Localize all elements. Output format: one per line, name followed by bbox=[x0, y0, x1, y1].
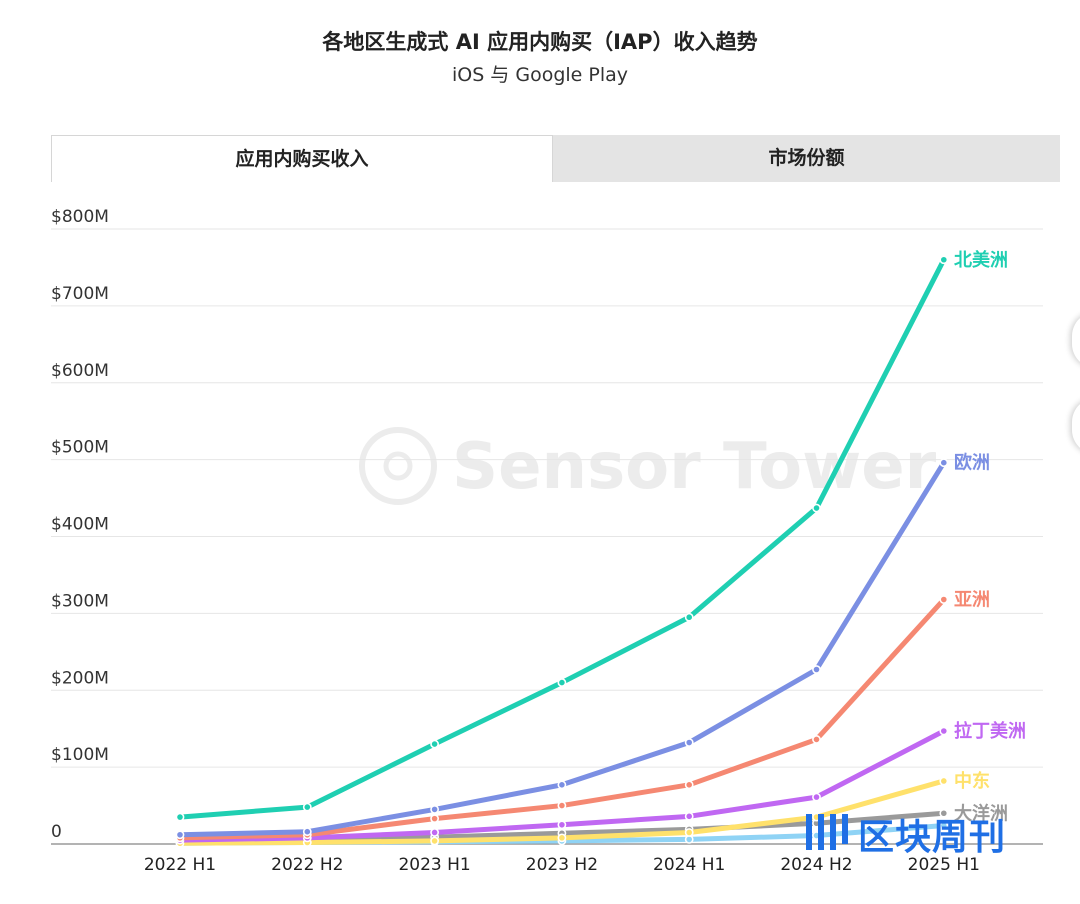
y-tick-label: 0 bbox=[51, 822, 62, 842]
x-tick-label: 2023 H1 bbox=[398, 855, 470, 875]
data-point[interactable] bbox=[430, 836, 439, 846]
data-point[interactable] bbox=[557, 820, 567, 830]
y-tick-label: $800M bbox=[51, 207, 109, 227]
data-point[interactable] bbox=[684, 780, 694, 790]
chart-title: 各地区生成式 AI 应用内购买（IAP）收入趋势 bbox=[322, 30, 758, 54]
data-point[interactable] bbox=[557, 678, 567, 687]
data-point[interactable] bbox=[175, 812, 185, 822]
data-point[interactable] bbox=[175, 830, 185, 840]
x-axis-labels: 2022 H1 2022 H2 2023 H1 2023 H2 2024 H1 2024 … bbox=[144, 855, 980, 875]
series bbox=[175, 255, 949, 848]
y-tick-label: $300M bbox=[51, 591, 109, 611]
brand-logo-text: 区块周刊 bbox=[858, 817, 1007, 858]
y-tick-label: $400M bbox=[51, 515, 109, 535]
x-tick-label: 2022 H1 bbox=[144, 855, 216, 875]
data-point[interactable] bbox=[684, 828, 694, 837]
data-point[interactable] bbox=[812, 792, 821, 802]
tab-iap-revenue[interactable]: 应用内购买收入 bbox=[51, 135, 553, 182]
series-line[interactable] bbox=[177, 257, 947, 820]
y-tick-label: $700M bbox=[51, 284, 109, 304]
data-point[interactable] bbox=[939, 595, 949, 604]
x-tick-label: 2022 H2 bbox=[271, 855, 343, 875]
data-point[interactable] bbox=[812, 665, 821, 674]
chart-subtitle: iOS 与 Google Play bbox=[451, 64, 629, 86]
tab-market-share[interactable]: 市场份额 bbox=[553, 135, 1060, 182]
data-point[interactable] bbox=[939, 821, 949, 830]
series-end-label: 欧洲 bbox=[954, 452, 990, 474]
y-tick-label: $500M bbox=[51, 438, 109, 458]
scroll-handle-lower[interactable] bbox=[1072, 398, 1080, 454]
series-end-label: 中东 bbox=[954, 770, 990, 792]
y-tick-label: $200M bbox=[51, 668, 109, 688]
series-line[interactable] bbox=[177, 460, 947, 838]
data-point[interactable] bbox=[939, 808, 949, 818]
y-tick-label: $600M bbox=[51, 361, 109, 381]
scroll-handle-upper[interactable] bbox=[1072, 312, 1080, 368]
grid bbox=[51, 228, 1043, 845]
series-end-label: 北美洲 bbox=[954, 249, 1008, 271]
x-tick-label: 2024 H2 bbox=[780, 855, 852, 875]
data-point[interactable] bbox=[939, 458, 949, 468]
watermark-text: Sensor Tower bbox=[452, 430, 937, 504]
data-point[interactable] bbox=[430, 805, 439, 814]
sensor-tower-logo-icon bbox=[359, 427, 437, 505]
data-point[interactable] bbox=[430, 828, 439, 837]
data-point[interactable] bbox=[939, 255, 949, 265]
series-end-labels: 大洋洲 中东 拉丁美洲 亚洲 欧洲 北美洲 bbox=[954, 249, 1026, 825]
data-point[interactable] bbox=[684, 738, 694, 747]
series-end-label: 亚洲 bbox=[954, 590, 990, 611]
chart-tabs: 应用内购买收入 市场份额 bbox=[51, 135, 1060, 182]
data-point[interactable] bbox=[557, 801, 567, 810]
brand-mark-icon bbox=[806, 814, 848, 850]
sensor-tower-logo-inner-icon bbox=[383, 451, 413, 481]
data-point[interactable] bbox=[557, 833, 567, 843]
x-tick-label: 2023 H2 bbox=[526, 855, 598, 875]
y-axis-labels: 0 $100M $200M $300M $400M $500M $600M $700M $800… bbox=[51, 207, 109, 842]
data-point[interactable] bbox=[302, 827, 312, 837]
brand-logo: 区块周刊 bbox=[800, 806, 1060, 858]
data-point[interactable] bbox=[812, 735, 821, 744]
data-point[interactable] bbox=[430, 814, 439, 824]
data-point[interactable] bbox=[684, 811, 694, 821]
watermark: Sensor Tower bbox=[359, 427, 937, 505]
x-tick-label: 2025 H1 bbox=[908, 855, 980, 875]
series-end-label: 拉丁美洲 bbox=[954, 720, 1026, 742]
data-point[interactable] bbox=[430, 739, 439, 749]
x-tick-label: 2024 H1 bbox=[653, 855, 725, 875]
data-point[interactable] bbox=[557, 780, 567, 790]
data-point[interactable] bbox=[812, 503, 821, 513]
y-tick-label: $100M bbox=[51, 745, 109, 765]
data-point[interactable] bbox=[302, 802, 312, 812]
series-end-label: 大洋洲 bbox=[954, 802, 1008, 824]
data-point[interactable] bbox=[684, 612, 694, 622]
data-point[interactable] bbox=[939, 726, 949, 736]
data-point[interactable] bbox=[939, 776, 949, 786]
